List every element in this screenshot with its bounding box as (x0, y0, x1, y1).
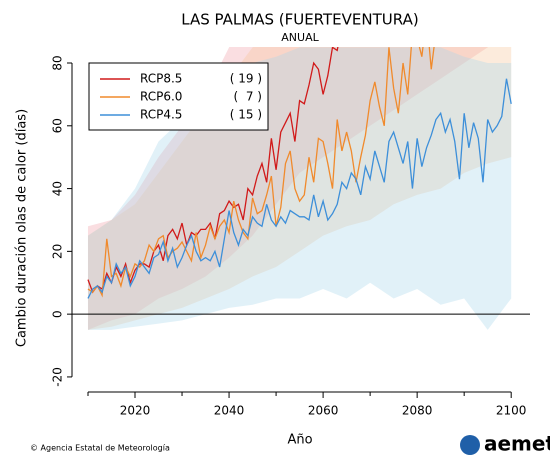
source: © Agencia Estatal de Meteorología (30, 444, 170, 453)
chart-subtitle: ANUAL (281, 31, 319, 44)
series-line (87, 47, 435, 298)
x-tick-label: 2060 (308, 404, 339, 418)
x-axis-label: Año (287, 433, 312, 448)
legend-label: RCP6.0 (140, 90, 182, 104)
legend-count: ( 15 ) (230, 108, 262, 122)
series-line (87, 47, 339, 294)
x-tick-label: 2040 (214, 404, 245, 418)
x-tick-label: 2080 (402, 404, 433, 418)
logo-text: aemet (484, 432, 550, 456)
logo: aemet (460, 432, 550, 456)
y-tick-label: 20 (51, 244, 65, 259)
chart-title: LAS PALMAS (FUERTEVENTURA) (181, 11, 418, 29)
y-tick-label: 40 (51, 181, 65, 196)
spread-band (87, 47, 489, 330)
spread-band (87, 47, 512, 330)
x-tick-label: 2100 (496, 404, 527, 418)
bands (87, 47, 512, 330)
legend: RCP8.5 ( 19 ) RCP6.0 ( 7 ) RCP4.5 ( 15 ) (88, 62, 269, 131)
legend-count: ( 7 ) (234, 90, 262, 104)
legend-label: RCP4.5 (140, 108, 182, 122)
series-line (87, 78, 512, 299)
legend-count: ( 19 ) (230, 72, 262, 86)
legend-label: RCP8.5 (140, 72, 182, 86)
logo-icon (460, 435, 480, 455)
lines (72, 47, 530, 315)
x-tick-label: 2020 (120, 404, 151, 418)
y-tick-label: -20 (51, 367, 65, 387)
y-axis-label: Cambio duración olas de calor (días) (15, 109, 30, 347)
y-tick-label: 0 (51, 310, 65, 318)
y-tick-label: 80 (51, 55, 65, 70)
y-tick-label: 60 (51, 118, 65, 133)
